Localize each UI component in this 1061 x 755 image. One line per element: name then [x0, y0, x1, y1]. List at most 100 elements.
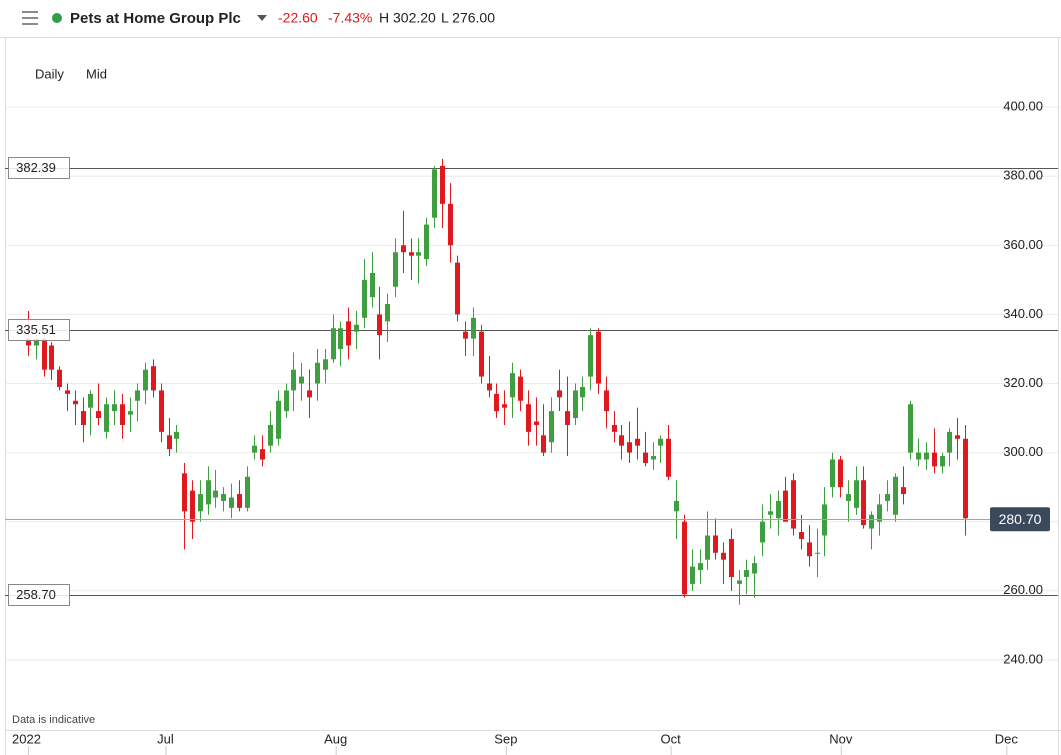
candle-body — [416, 252, 421, 256]
candle-body — [88, 393, 93, 408]
candle-body — [908, 404, 913, 453]
candle-body — [955, 435, 960, 439]
candle-body — [838, 459, 843, 488]
candle-body — [440, 165, 445, 204]
candle-body — [143, 369, 148, 391]
candle-body — [658, 438, 663, 446]
candle-body — [682, 521, 687, 595]
candle-body — [854, 480, 859, 508]
note: Data is indicative — [12, 714, 95, 726]
price-type-button[interactable]: Mid — [86, 66, 107, 81]
y-tick-label: 340.00 — [1003, 306, 1043, 321]
candle-body — [534, 421, 539, 425]
candle-body — [73, 400, 78, 405]
candle-body — [494, 393, 499, 412]
candle-body — [393, 252, 398, 287]
candle-body — [182, 473, 187, 512]
candle-body — [112, 404, 117, 412]
candle-body — [284, 390, 289, 412]
candle-body — [463, 331, 468, 339]
candle-body — [783, 490, 788, 522]
y-tick-label: 380.00 — [1003, 168, 1043, 183]
last-price-box — [990, 507, 1050, 532]
x-tick-label: Oct — [660, 731, 681, 746]
candle-body — [276, 400, 281, 439]
candle-body — [409, 252, 414, 256]
change-pct: -7.43% — [328, 10, 372, 26]
candle-body — [861, 480, 866, 526]
candle-body — [229, 497, 234, 508]
candle-body — [916, 452, 921, 460]
candle-body — [221, 494, 226, 501]
day-low: L 276.00 — [441, 10, 495, 26]
candle-body — [385, 304, 390, 322]
candle-body — [596, 331, 601, 384]
candle-body — [291, 369, 296, 391]
candle-body — [354, 324, 359, 332]
change: -22.60 — [278, 10, 318, 26]
x-tick-label: Sep — [494, 731, 517, 746]
candle-body — [206, 480, 211, 505]
dropdown-caret[interactable] — [257, 15, 267, 21]
candle-body — [198, 494, 203, 512]
candle-body — [846, 494, 851, 501]
candle-body — [315, 362, 320, 384]
status-dot — [52, 13, 62, 23]
candle-body — [245, 476, 250, 508]
candle-body — [159, 390, 164, 432]
x-tick-label: Nov — [829, 731, 853, 746]
candle-body — [518, 376, 523, 401]
candle-body — [96, 411, 101, 419]
interval-button[interactable]: Daily — [35, 66, 64, 81]
candle-body — [573, 390, 578, 419]
instrument-name[interactable]: Pets at Home Group Plc — [70, 10, 241, 27]
candle-body — [104, 404, 109, 432]
candle-body — [49, 345, 54, 370]
candle-body — [213, 490, 218, 498]
candle-body — [151, 366, 156, 391]
candle-body — [893, 476, 898, 515]
last-price-label: 280.70 — [999, 511, 1042, 527]
candle-body — [799, 532, 804, 539]
y-tick-label: 300.00 — [1003, 444, 1043, 459]
grid — [5, 106, 1058, 661]
level-label-box — [8, 319, 70, 341]
candle-body — [604, 390, 609, 412]
y-tick-label: 360.00 — [1003, 237, 1043, 252]
candle-body — [963, 438, 968, 519]
candle-body — [713, 535, 718, 553]
candle-body — [557, 390, 562, 398]
candle-body — [619, 435, 624, 446]
candle-body — [932, 452, 937, 467]
candle-body — [338, 328, 343, 349]
candle-body — [940, 456, 945, 467]
candle-body — [174, 431, 179, 439]
menu-icon[interactable] — [22, 11, 38, 25]
candle-body — [627, 442, 632, 453]
candle-body — [487, 383, 492, 391]
level-label-box — [8, 157, 70, 179]
level-label: 335.51 — [16, 322, 56, 337]
candle-body — [674, 500, 679, 512]
candle-body — [370, 272, 375, 298]
candle-body — [565, 411, 570, 425]
candle-body — [237, 494, 242, 508]
candle-body — [331, 328, 336, 360]
candle-body — [401, 245, 406, 253]
candle-body — [81, 411, 86, 425]
day-high: H 302.20 — [379, 10, 436, 26]
candle-body — [42, 338, 47, 370]
candle-body — [666, 438, 671, 477]
candle-body — [34, 338, 39, 346]
candle-body — [448, 203, 453, 246]
candle-body — [432, 169, 437, 218]
candle-body — [252, 445, 257, 453]
candle-body — [885, 494, 890, 501]
candle-body — [268, 424, 273, 446]
level-label-box — [8, 584, 70, 606]
candle-body — [635, 438, 640, 446]
candle-body — [471, 317, 476, 339]
candle-body — [729, 538, 734, 577]
